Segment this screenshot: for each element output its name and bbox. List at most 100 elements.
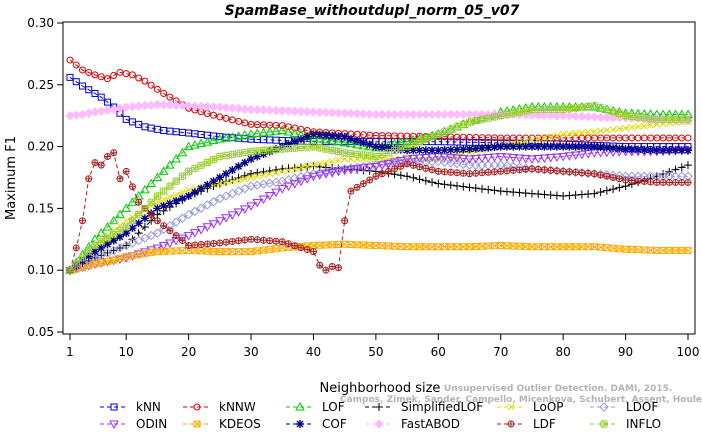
series-point bbox=[553, 132, 561, 139]
series-point bbox=[416, 243, 424, 251]
series-point bbox=[521, 106, 530, 115]
series-point bbox=[421, 146, 430, 155]
watermark-line-1: Unsupervised Outlier Detection. DAMI, 20… bbox=[444, 384, 672, 394]
series-point bbox=[78, 66, 86, 74]
series-point bbox=[402, 136, 412, 146]
series-point bbox=[241, 248, 249, 256]
series-point bbox=[540, 166, 548, 174]
legend-item-knnw: kNNW bbox=[183, 400, 256, 414]
series-point bbox=[416, 155, 423, 163]
series-point bbox=[539, 154, 550, 163]
series-point bbox=[352, 165, 363, 174]
series-point bbox=[353, 136, 362, 145]
series-point bbox=[507, 420, 515, 428]
series-point bbox=[233, 208, 244, 217]
series-point bbox=[564, 111, 575, 121]
series-point bbox=[452, 154, 462, 163]
series-point bbox=[374, 419, 384, 429]
series-point bbox=[196, 101, 206, 112]
series-point bbox=[296, 420, 304, 428]
series-point bbox=[241, 175, 249, 183]
series-point bbox=[208, 102, 219, 112]
series-point bbox=[652, 146, 661, 155]
series-point bbox=[358, 164, 369, 173]
series-point bbox=[110, 256, 118, 264]
series-point bbox=[253, 152, 262, 161]
series-point bbox=[140, 184, 150, 194]
series-point bbox=[477, 160, 487, 170]
series-point bbox=[122, 253, 130, 261]
series-point bbox=[609, 185, 618, 194]
series-point bbox=[570, 102, 581, 111]
series-point bbox=[202, 137, 213, 146]
series-point bbox=[353, 183, 361, 191]
series-point bbox=[291, 242, 299, 250]
series-point bbox=[647, 121, 654, 129]
series-point bbox=[339, 137, 350, 147]
x-tick-label: 1 bbox=[66, 345, 74, 359]
series-point bbox=[235, 176, 242, 184]
series-point bbox=[378, 150, 387, 159]
series-point bbox=[471, 109, 481, 120]
series-point bbox=[290, 106, 300, 116]
series-point bbox=[78, 253, 87, 262]
series-point bbox=[539, 110, 550, 121]
series-point bbox=[128, 183, 136, 191]
series-point bbox=[208, 197, 219, 207]
series-point bbox=[315, 130, 324, 139]
series-point bbox=[153, 204, 162, 213]
x-tick-label: 30 bbox=[243, 345, 258, 359]
series-point bbox=[359, 138, 368, 147]
series-point bbox=[253, 236, 261, 244]
series-point bbox=[129, 213, 136, 221]
series-point bbox=[66, 266, 74, 275]
series-point bbox=[321, 170, 331, 179]
legend-item-inflo: INFLO bbox=[590, 417, 661, 431]
series-point bbox=[502, 153, 512, 162]
series-point bbox=[677, 163, 686, 172]
series-point bbox=[470, 154, 481, 164]
series-point bbox=[489, 153, 500, 162]
series-point bbox=[240, 104, 250, 114]
series-point bbox=[265, 147, 274, 156]
legend-item-knn: kNN bbox=[100, 400, 161, 414]
series-point bbox=[103, 248, 112, 257]
series-point bbox=[514, 154, 525, 163]
series-point bbox=[490, 143, 499, 152]
series-point bbox=[239, 130, 250, 139]
series-point bbox=[90, 247, 99, 256]
series-point bbox=[389, 158, 400, 167]
series-point bbox=[471, 116, 480, 125]
series-point bbox=[115, 226, 124, 235]
series-point bbox=[527, 142, 536, 151]
series-point bbox=[85, 86, 93, 94]
series-point bbox=[409, 140, 418, 149]
series-point bbox=[202, 200, 213, 210]
series-point bbox=[665, 179, 673, 186]
x-axis: 1 10 20 30 40 50 60 70 80 90 100 bbox=[66, 334, 699, 359]
series-point bbox=[434, 130, 443, 139]
series-point bbox=[316, 261, 324, 269]
series-point bbox=[222, 169, 231, 178]
series-point bbox=[147, 81, 155, 89]
series-point bbox=[615, 183, 624, 192]
series-point bbox=[595, 103, 606, 112]
series-point bbox=[214, 134, 225, 143]
series-point bbox=[85, 175, 93, 183]
series-point bbox=[72, 244, 80, 252]
series-point bbox=[496, 111, 505, 120]
series-point bbox=[302, 107, 312, 117]
series-point bbox=[403, 172, 412, 181]
x-tick-label: 60 bbox=[431, 345, 446, 359]
series-point bbox=[408, 154, 419, 164]
series-point bbox=[203, 109, 211, 117]
series-point bbox=[121, 203, 132, 212]
series-point bbox=[334, 132, 343, 141]
series-point bbox=[152, 228, 163, 238]
series-point bbox=[371, 142, 380, 151]
series-point bbox=[396, 171, 405, 180]
series-point bbox=[478, 169, 486, 177]
series-point bbox=[272, 169, 280, 176]
series-point bbox=[147, 202, 155, 210]
series-point bbox=[160, 196, 167, 204]
